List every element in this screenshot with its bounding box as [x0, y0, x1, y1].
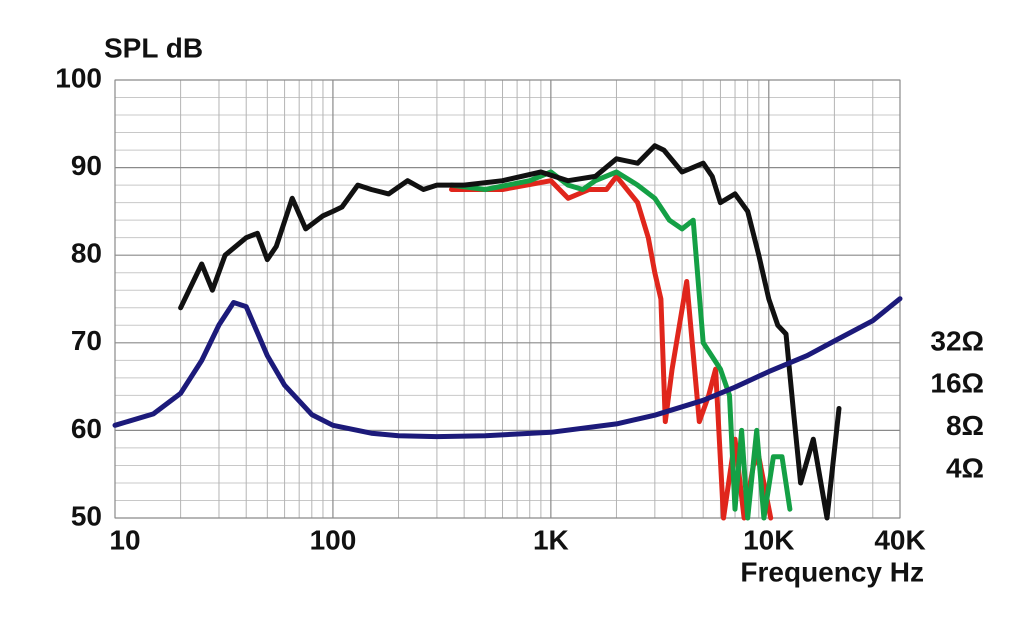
y-tick-label: 60 — [71, 413, 102, 444]
x-tick-label: 40K — [874, 524, 925, 555]
y2-tick-label: 8Ω — [946, 410, 984, 441]
y-tick-label: 80 — [71, 238, 102, 269]
series-line — [178, 143, 842, 521]
y-tick-label: 100 — [55, 62, 102, 93]
y2-tick-label: 16Ω — [930, 368, 984, 399]
y2-tick-label: 32Ω — [930, 325, 984, 356]
x-tick-label: 10K — [743, 524, 794, 555]
y-tick-label: 70 — [71, 325, 102, 356]
x-tick-label: 100 — [310, 524, 357, 555]
plot-area — [114, 79, 901, 519]
x-tick-label: 10 — [109, 524, 140, 555]
x-axis-label: Frequency Hz — [740, 556, 924, 587]
x-tick-label: 1K — [533, 524, 569, 555]
y2-tick-label: 4Ω — [946, 452, 984, 483]
y-tick-label: 90 — [71, 150, 102, 181]
series-line — [112, 296, 903, 440]
y-axis-label: SPL dB — [104, 32, 203, 63]
series-line — [449, 169, 793, 521]
y-tick-label: 50 — [71, 500, 102, 531]
